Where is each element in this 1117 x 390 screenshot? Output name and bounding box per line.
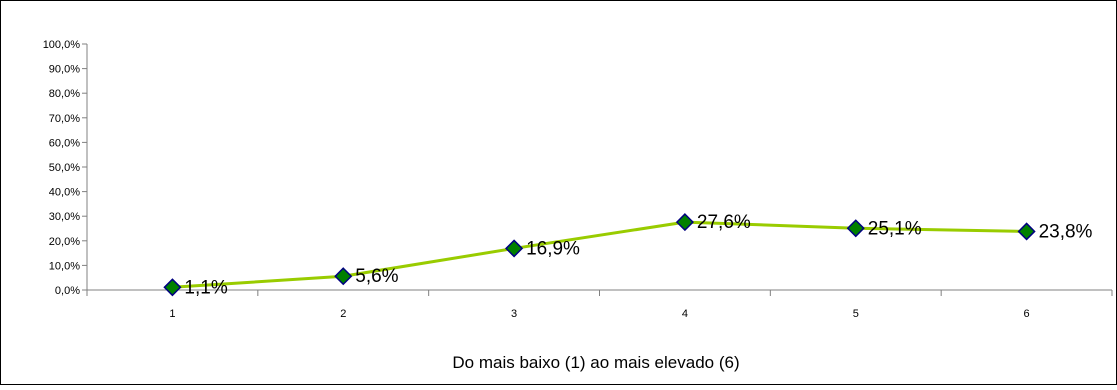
y-tick-label: 70,0% <box>49 113 80 125</box>
y-tick-label: 40,0% <box>49 187 80 199</box>
x-tick-label: 6 <box>1024 308 1030 320</box>
y-tick-label: 60,0% <box>49 137 80 149</box>
data-point-marker <box>505 239 524 258</box>
x-tick-label: 3 <box>511 308 517 320</box>
data-labels: 1,1% 5,6% 16,9% 27,6% 25,1% 23,8% <box>184 212 1092 298</box>
data-label: 27,6% <box>697 212 751 233</box>
y-tick-label: 50,0% <box>49 162 80 174</box>
data-point-marker <box>1017 222 1036 241</box>
y-tick-label: 20,0% <box>49 236 80 248</box>
data-point-marker <box>163 278 182 297</box>
data-label: 16,9% <box>526 238 580 259</box>
y-tick-label: 10,0% <box>49 260 80 272</box>
data-label: 5,6% <box>355 266 398 287</box>
y-tick-label: 80,0% <box>49 88 80 100</box>
data-label: 25,1% <box>868 218 922 239</box>
x-tick-label: 2 <box>340 308 346 320</box>
y-tick-label: 30,0% <box>49 211 80 223</box>
axes: 0,0% 10,0% 20,0% 30,0% 40,0% 50,0% 60,0% 70,0% 8… <box>43 39 1113 320</box>
data-point-marker <box>334 267 353 286</box>
series <box>163 213 1036 297</box>
y-tick-label: 90,0% <box>49 64 80 76</box>
x-tick-label: 4 <box>682 308 688 320</box>
x-tick-label: 5 <box>853 308 859 320</box>
data-point-marker <box>675 213 694 232</box>
y-tick-label: 100,0% <box>43 39 81 51</box>
y-tick-label: 0,0% <box>55 285 80 297</box>
x-axis-label: Do mais baixo (1) ao mais elevado (6) <box>452 353 739 372</box>
data-label: 1,1% <box>184 277 227 298</box>
x-tick-label: 1 <box>169 308 175 320</box>
data-point-marker <box>846 219 865 238</box>
series-line <box>172 220 1027 289</box>
data-label: 23,8% <box>1039 221 1093 242</box>
